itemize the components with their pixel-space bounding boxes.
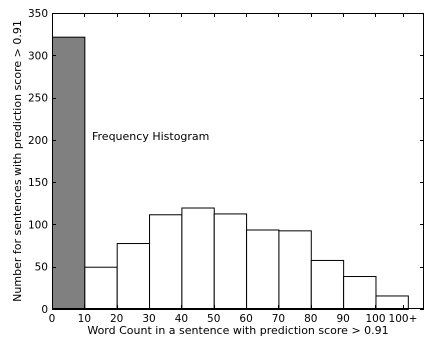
x-tick-label-7: 70: [272, 313, 285, 325]
histogram-bar-9: [343, 276, 377, 311]
bars-layer: [52, 36, 409, 311]
y-tick-label-7: 350: [28, 8, 48, 20]
x-tick-label-4: 40: [175, 313, 188, 325]
histogram-bar-5: [213, 213, 248, 310]
x-axis-label: Word Count in a sentence with prediction…: [87, 324, 388, 337]
y-tick-label-6: 300: [28, 50, 48, 62]
y-tick-label-5: 250: [28, 93, 48, 105]
x-tick-label-10: 100: [365, 313, 385, 325]
x-tick-label-8: 80: [304, 313, 317, 325]
chart-annotation: Frequency Histogram: [92, 130, 209, 143]
histogram-bar-10: [375, 295, 409, 310]
y-axis-label: Number for sentences with prediction sco…: [11, 20, 24, 302]
x-tick-label-11: 100+: [389, 313, 418, 325]
y-tick-label-2: 100: [28, 219, 48, 231]
histogram-bar-7: [278, 230, 312, 310]
ticks-layer: 0 10 20 30 40 50 60 70 80 90 100 100+ 0 50 100 150 200 25…: [28, 8, 424, 325]
histogram-bar-2: [116, 243, 151, 310]
histogram-bar-3: [149, 214, 183, 310]
y-tick-label-3: 150: [28, 177, 48, 189]
x-tick-label-6: 60: [239, 313, 252, 325]
plot-frame: [52, 13, 424, 309]
y-tick-label-1: 50: [35, 262, 48, 274]
x-tick-label-3: 30: [142, 313, 155, 325]
histogram-bar-4: [181, 207, 215, 310]
histogram-bar-6: [246, 229, 280, 310]
x-tick-label-9: 90: [336, 313, 349, 325]
histogram-bar-8: [310, 259, 345, 311]
x-tick-label-0: 0: [49, 313, 56, 325]
x-tick-label-1: 10: [78, 313, 91, 325]
histogram-bar-1: [84, 266, 118, 311]
y-tick-label-4: 200: [28, 135, 48, 147]
y-tick-label-0: 0: [41, 304, 48, 316]
histogram-bar-0: [52, 36, 86, 311]
x-tick-label-5: 50: [207, 313, 220, 325]
x-tick-label-2: 20: [110, 313, 123, 325]
